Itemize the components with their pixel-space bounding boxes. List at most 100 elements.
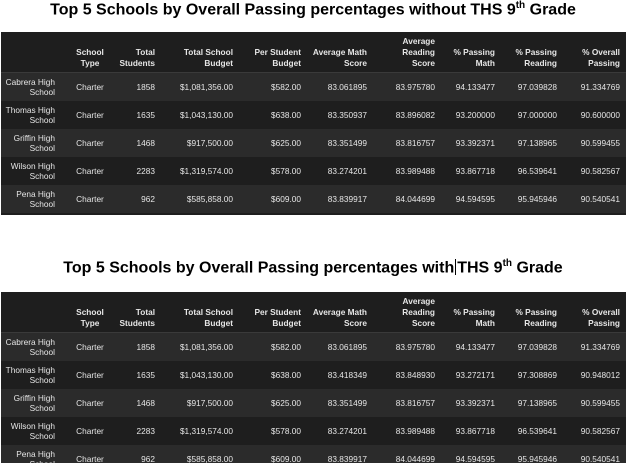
table-cell: Charter [69, 445, 113, 463]
column-header: % Passing Math [441, 32, 501, 73]
table-cell: 95.945946 [501, 185, 563, 213]
table-row: Cabrera High School Charter 1858 $1,081,356… [1, 332, 626, 361]
column-header: Total Students [113, 292, 161, 333]
table-cell: 83.839917 [307, 445, 373, 463]
column-header: Total School Budget [161, 32, 239, 73]
column-header: Per Student Budget [239, 32, 307, 73]
school-name-cell: Griffin High School [1, 389, 69, 417]
title-with-ths: Top 5 Schools by Overall Passing percent… [0, 258, 626, 277]
table-cell: 83.989488 [373, 157, 441, 185]
index-header [1, 32, 69, 73]
table-cell: $917,500.00 [161, 129, 239, 157]
school-name-cell: Thomas High School [1, 361, 69, 389]
school-name-cell: Thomas High School [1, 101, 69, 129]
table-cell: $1,081,356.00 [161, 72, 239, 101]
school-name-cell: Cabrera High School [1, 72, 69, 101]
column-header: Total School Budget [161, 292, 239, 333]
table-cell: $1,043,130.00 [161, 361, 239, 389]
table-cell: 83.839917 [307, 185, 373, 213]
table-cell: 96.539641 [501, 417, 563, 445]
table-cell: 83.816757 [373, 389, 441, 417]
table-cell: Charter [69, 157, 113, 185]
table-cell: 84.044699 [373, 185, 441, 213]
table-row: Cabrera High School Charter 1858 $1,081,356… [1, 72, 626, 101]
table-cell: 83.274201 [307, 417, 373, 445]
table-cell: $578.00 [239, 157, 307, 185]
column-header: Total Students [113, 32, 161, 73]
table-row: Pena High SchoolCharter962$585,858.00$60… [1, 445, 626, 463]
table-cell: 93.272171 [441, 361, 501, 389]
text-cursor [455, 259, 457, 276]
table-row: Thomas High School Charter 1635 $1,043,130.… [1, 361, 626, 389]
column-header: % Overall Passing [563, 32, 626, 73]
table-cell: 83.061895 [307, 332, 373, 361]
table-cell: $609.00 [239, 445, 307, 463]
table-row: Griffin High School Charter 1468 $917,500.0… [1, 129, 626, 157]
table-cell: 93.200000 [441, 101, 501, 129]
table-cell: 90.600000 [563, 101, 626, 129]
results-table-2: School Type Total Students Total School Bu… [1, 292, 626, 463]
table-cell: 93.867718 [441, 417, 501, 445]
table-cell: 962 [113, 185, 161, 213]
table-cell: $1,319,574.00 [161, 157, 239, 185]
table-cell: Charter [69, 361, 113, 389]
table-cell: Charter [69, 101, 113, 129]
table-cell: 95.945946 [501, 445, 563, 463]
title-2-suffix: Grade [512, 259, 563, 277]
table-cell: $1,319,574.00 [161, 417, 239, 445]
title-2-sup: th [502, 258, 513, 269]
column-header: % Overall Passing [563, 292, 626, 333]
table-cell: 94.133477 [441, 332, 501, 361]
table-cell: 94.594595 [441, 185, 501, 213]
table-cell: 90.599455 [563, 129, 626, 157]
school-name-cell: Wilson High School [1, 157, 69, 185]
index-header [1, 292, 69, 333]
column-header: % Passing Reading [501, 32, 563, 73]
table-cell: 1858 [113, 72, 161, 101]
header-row: School Type Total Students Total School Bu… [1, 292, 626, 333]
table-cell: 97.138965 [501, 389, 563, 417]
column-header: % Passing Math [441, 292, 501, 333]
table-cell: 93.392371 [441, 389, 501, 417]
table-cell: 1468 [113, 389, 161, 417]
table-cell: 93.867718 [441, 157, 501, 185]
title-1-sup: th [515, 0, 526, 11]
column-header: Average Math Score [307, 32, 373, 73]
table-cell: 90.948012 [563, 361, 626, 389]
table-cell: $917,500.00 [161, 389, 239, 417]
table-cell: $582.00 [239, 72, 307, 101]
table-cell: 83.975780 [373, 72, 441, 101]
table-cell: $638.00 [239, 101, 307, 129]
table-cell: 90.582567 [563, 417, 626, 445]
title-2-mid: THS 9 [457, 259, 503, 277]
school-name-cell: Pena High School [1, 445, 69, 463]
column-header: School Type [69, 292, 113, 333]
table-cell: $1,043,130.00 [161, 101, 239, 129]
table-with-ths: School Type Total Students Total School Bu… [1, 292, 626, 463]
table-row: Wilson High School Charter 2283 $1,319,574.… [1, 157, 626, 185]
table-cell: 83.975780 [373, 332, 441, 361]
header-row: School Type Total Students Total School Bu… [1, 32, 626, 73]
table-cell: 90.582567 [563, 157, 626, 185]
table-cell: 83.274201 [307, 157, 373, 185]
table-cell: 1635 [113, 101, 161, 129]
title-without-ths: Top 5 Schools by Overall Passing percent… [0, 0, 626, 19]
table-cell: 94.594595 [441, 445, 501, 463]
table-cell: 1858 [113, 332, 161, 361]
table-cell: 962 [113, 445, 161, 463]
table-cell: 2283 [113, 417, 161, 445]
results-table-1: School Type Total Students Total School Bu… [1, 32, 626, 213]
table-cell: 97.039828 [501, 332, 563, 361]
table-cell: 83.896082 [373, 101, 441, 129]
table-1-body: Cabrera High School Charter 1858 $1,081,356… [1, 72, 626, 213]
table-cell: 1468 [113, 129, 161, 157]
table-cell: 97.138965 [501, 129, 563, 157]
table-without-ths: School Type Total Students Total School Bu… [1, 32, 626, 215]
column-header: % Passing Reading [501, 292, 563, 333]
table-cell: 94.133477 [441, 72, 501, 101]
school-name-cell: Pena High School [1, 185, 69, 213]
column-header: Per Student Budget [239, 292, 307, 333]
table-cell: 97.039828 [501, 72, 563, 101]
table-cell: $638.00 [239, 361, 307, 389]
